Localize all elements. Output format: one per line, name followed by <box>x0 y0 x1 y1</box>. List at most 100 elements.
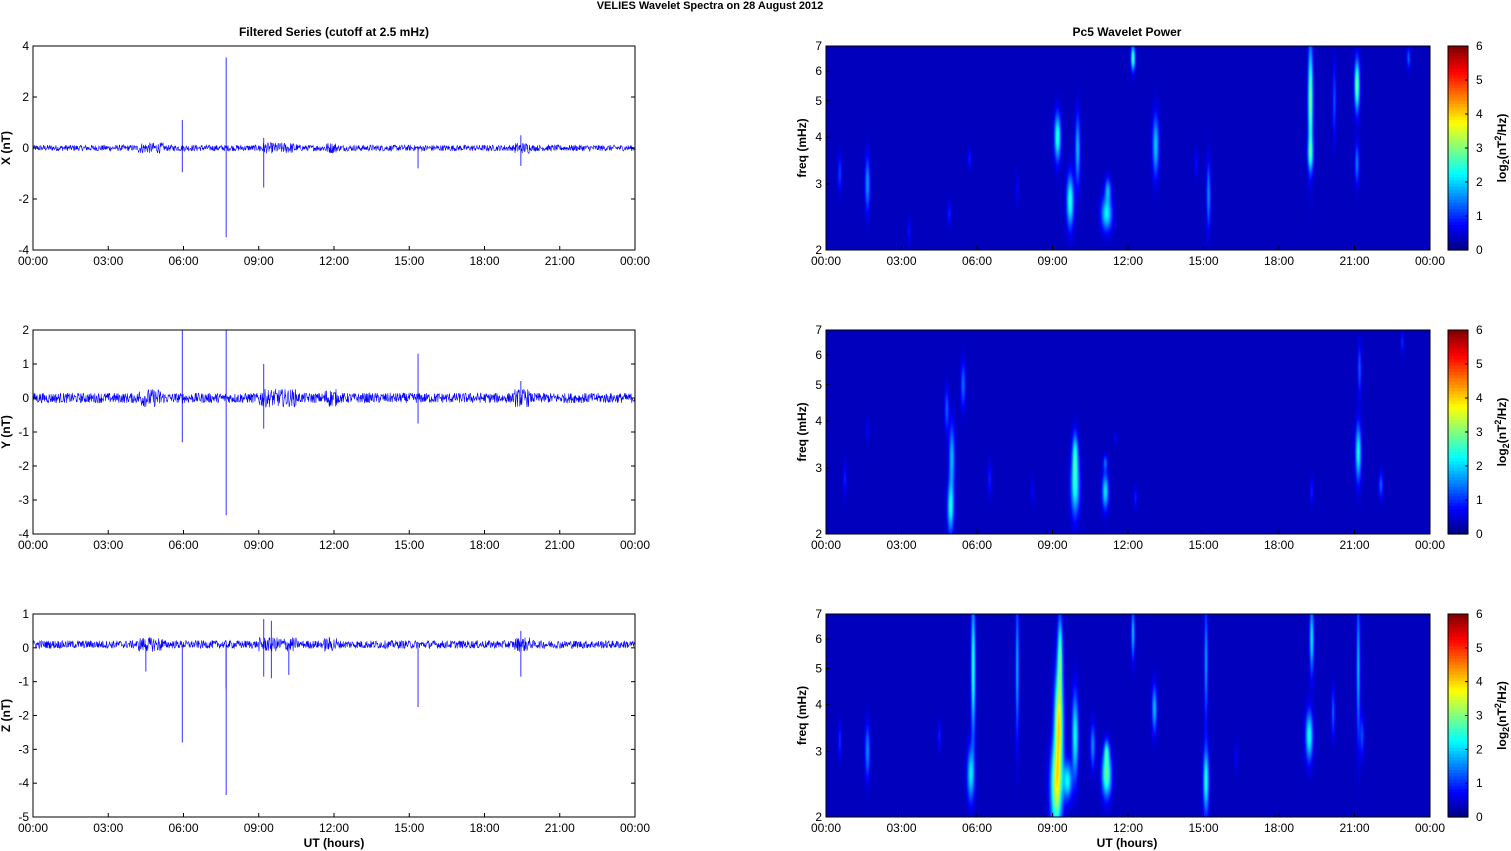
wp-x-tick-label: 21:00 <box>1339 538 1369 552</box>
colorbar-label: log2(nT2/Hz) <box>1493 398 1511 467</box>
colorbar-tick-label: 0 <box>1476 527 1483 541</box>
colorbar-cell <box>1448 393 1468 398</box>
colorbar-cell <box>1448 218 1468 222</box>
colorbar-cell <box>1448 151 1468 155</box>
ts-x-tick-label: 12:00 <box>319 538 349 552</box>
ts-x-tick-label: 06:00 <box>168 254 198 268</box>
series-trace <box>32 636 636 652</box>
colorbar-cell <box>1448 744 1468 748</box>
colorbar-cell <box>1448 530 1468 535</box>
colorbar-cell <box>1448 718 1468 723</box>
colorbar-cell <box>1448 788 1468 793</box>
y-tick-label: 6 <box>815 632 822 646</box>
ts-x-tick-label: 18:00 <box>469 821 499 835</box>
y-tick-label: 3 <box>815 744 822 758</box>
colorbar-cell <box>1448 221 1468 226</box>
colorbar-cell <box>1448 617 1468 621</box>
colorbar-cell <box>1448 451 1468 455</box>
colorbar-cell <box>1448 167 1468 171</box>
colorbar-cell <box>1448 709 1468 713</box>
colorbar-cell <box>1448 483 1468 487</box>
wp-x-tick-label: 00:00 <box>1415 821 1445 835</box>
timeseries-panel-2: -4 -3 -2 -1 0 1 2 00:00 03:00 06:00 09:00 12:00 15:0… <box>0 323 650 552</box>
colorbar-cell <box>1448 524 1468 529</box>
timeseries-panel-1: -4 -2 0 2 4 00:00 03:00 06:00 09:00 12:00 15:00 18:… <box>0 39 650 268</box>
colorbar-cell <box>1448 680 1468 685</box>
colorbar-cell <box>1448 492 1468 497</box>
ts-x-tick-label: 00:00 <box>620 821 650 835</box>
colorbar-cell <box>1448 419 1468 424</box>
colorbar-cell <box>1448 403 1468 408</box>
ts-x-tick-label: 12:00 <box>319 821 349 835</box>
colorbar-cell <box>1448 345 1468 350</box>
wp-x-tick-label: 12:00 <box>1113 538 1143 552</box>
right-column-title: Pc5 Wavelet Power <box>1073 25 1182 39</box>
colorbar-tick-label: 3 <box>1476 709 1483 723</box>
y-tick-label: 5 <box>815 378 822 392</box>
y-tick-label: 4 <box>815 130 822 144</box>
colorbar-cell <box>1448 463 1468 468</box>
colorbar-cell <box>1448 639 1468 644</box>
colorbar-cell <box>1448 438 1468 443</box>
y-tick-label: 3 <box>815 461 822 475</box>
colorbar-cell <box>1448 352 1468 357</box>
colorbar-cell <box>1448 705 1468 710</box>
colorbar-cell <box>1448 801 1468 805</box>
colorbar-cell <box>1448 642 1468 647</box>
colorbar-cell <box>1448 138 1468 143</box>
colorbar-cell <box>1448 170 1468 175</box>
ts-x-tick-label: 18:00 <box>469 538 499 552</box>
wp-x-tick-label: 18:00 <box>1264 538 1294 552</box>
y-tick-label: 1 <box>22 607 29 621</box>
y-tick-label: -1 <box>18 675 29 689</box>
colorbar-cell <box>1448 412 1468 417</box>
colorbar-cell <box>1448 361 1468 366</box>
colorbar-cell <box>1448 176 1468 181</box>
colorbar-cell <box>1448 406 1468 411</box>
colorbar-cell <box>1448 470 1468 475</box>
y-axis-label: Z (nT) <box>0 699 13 732</box>
colorbar-cell <box>1448 486 1468 490</box>
colorbar-cell <box>1448 636 1468 640</box>
timeseries-panel-3: -5 -4 -3 -2 -1 0 1 00:00 03:00 06:00 09:00 12:00 15:… <box>0 607 650 835</box>
colorbar-cell <box>1448 521 1468 526</box>
colorbar-cell <box>1448 199 1468 203</box>
colorbar-cell <box>1448 633 1468 637</box>
wp-x-tick-label: 06:00 <box>962 821 992 835</box>
colorbar-tick-label: 2 <box>1476 742 1483 756</box>
colorbar-cell <box>1448 753 1468 758</box>
colorbar-cell <box>1448 157 1468 162</box>
colorbar-cell <box>1448 128 1468 133</box>
colorbar-cell <box>1448 365 1468 369</box>
colorbar-cell <box>1448 205 1468 210</box>
colorbar-cell <box>1448 148 1468 152</box>
y-tick-label: -2 <box>18 459 29 473</box>
y-tick-label: 2 <box>815 810 822 824</box>
wavelet-power-map <box>826 614 1430 817</box>
colorbar-cell <box>1448 125 1468 130</box>
colorbar-cell <box>1448 671 1468 675</box>
colorbar-cell <box>1448 119 1468 124</box>
plot-frame <box>32 329 636 535</box>
colorbar-cell <box>1448 804 1468 809</box>
colorbar-cell <box>1448 416 1468 420</box>
y-axis-label: freq (mHz) <box>795 402 809 461</box>
wp-x-tick-label: 00:00 <box>1415 254 1445 268</box>
colorbar-tick-label: 5 <box>1476 641 1483 655</box>
colorbar-cell <box>1448 655 1468 660</box>
y-tick-label: 1 <box>22 357 29 371</box>
y-tick-label: -3 <box>18 493 29 507</box>
wp-x-tick-label: 15:00 <box>1188 254 1218 268</box>
y-tick-label: 6 <box>815 348 822 362</box>
colorbar-cell <box>1448 721 1468 726</box>
wavelet-panel-1: 2 3 4 5 6 7 00:00 03:00 06:00 09:00 12:00 15:00 18:0… <box>795 39 1511 268</box>
colorbar-cell <box>1448 428 1468 433</box>
colorbar-cell <box>1448 132 1468 136</box>
colorbar-cell <box>1448 179 1468 184</box>
colorbar-cell <box>1448 154 1468 159</box>
colorbar-cell <box>1448 189 1468 194</box>
colorbar-cell <box>1448 782 1468 786</box>
ts-x-tick-label: 00:00 <box>18 538 48 552</box>
y-tick-label: 2 <box>22 323 29 337</box>
ts-x-tick-label: 00:00 <box>620 538 650 552</box>
